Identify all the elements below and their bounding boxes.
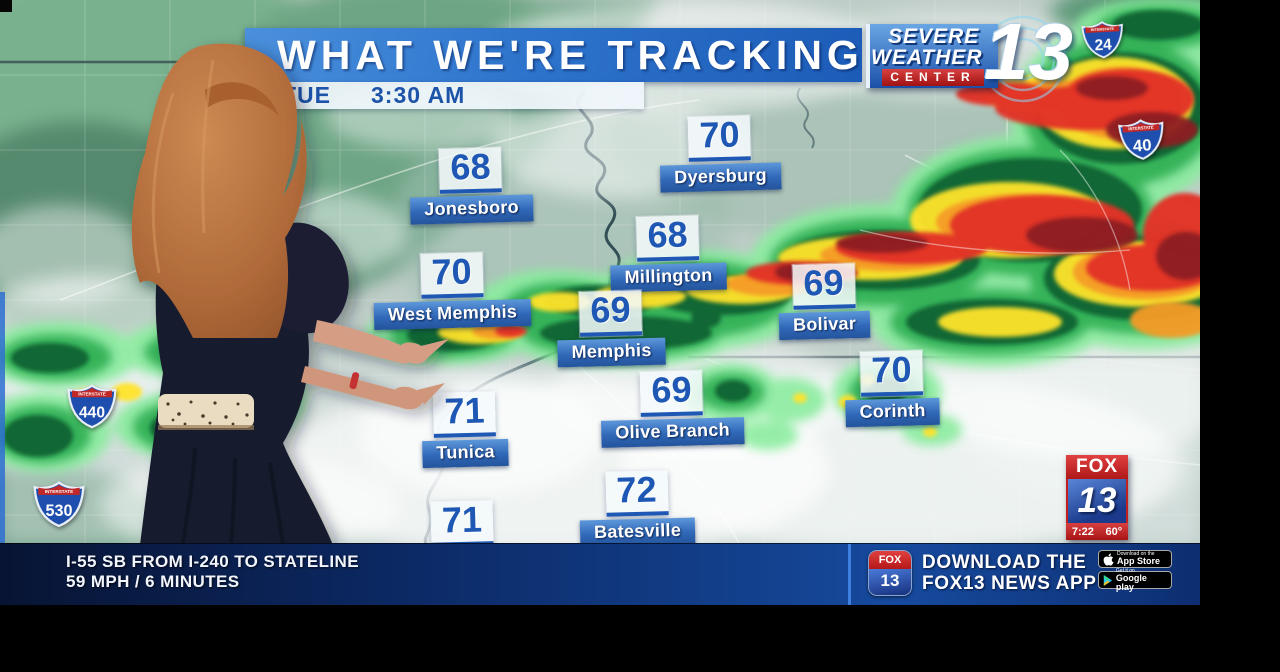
interstate-label: INTERSTATE [78,392,106,397]
badge-store: App Store [1117,556,1161,566]
station-temp: 70 [870,348,913,391]
app-icon-brand: FOX [869,551,911,569]
station-millington: 68 Millington [609,213,727,293]
station-temp: 69 [802,261,845,304]
badge-store: Google play [1115,572,1147,592]
ticker-divider [848,544,851,606]
station-name: Bolivar [778,310,871,341]
app-store-badge: Download on the App Store [1098,550,1172,568]
station-temp: 68 [646,213,689,256]
severe-weather-center-logo: SEVERE WEATHER CENTER 13 [858,7,1110,104]
badge-tagline: Download on the [1117,551,1155,557]
bug-time-temp: 7:22 60° [1066,523,1128,540]
header-banner: WHAT WE'RE TRACKING [245,28,862,82]
traffic-speed: 59 MPH / 6 MINUTES [66,572,240,591]
interstate-label: INTERSTATE [1091,27,1115,32]
interstate-number: 440 [79,405,105,422]
interstate-shield-440: INTERSTATE 440 [66,383,118,435]
play-icon [1103,574,1113,586]
badge-tagline: Get it on [1115,567,1135,574]
bug-clock: 7:22 [1071,525,1094,538]
station-temp: 70 [698,113,741,156]
weather-map: INTERSTATE 440 INTERSTATE 530 INTERSTATE… [0,0,1200,548]
station-name: Corinth [845,397,941,428]
station-temp: 69 [650,368,693,411]
station-olive-branch: 69 Olive Branch [600,368,745,448]
fox13-app-icon: FOX 13 [868,550,912,596]
logo-word-center: CENTER [882,69,984,86]
interstate-number: 530 [45,502,72,520]
station-temp-box: 69 [639,368,704,417]
station-name: Dyersburg [659,162,782,193]
corner-artifact [0,0,12,12]
letterbox-right [1200,0,1280,672]
station-batesville: 72 Batesville [579,468,696,548]
interstate-label: INTERSTATE [45,489,74,494]
lower-third-bar: I-55 SB FROM I-240 TO STATELINE 59 MPH /… [0,543,1200,606]
station-dyersburg: 70 Dyersburg [659,113,782,193]
frame-edge-highlight [0,292,5,544]
bug-number: 13 [1066,479,1128,523]
interstate-number: 24 [1094,37,1112,55]
station-name: Memphis [557,337,667,368]
interstate-shield-40: INTERSTATE 40 [1116,116,1167,167]
presenter [131,43,449,545]
traffic-info: I-55 SB FROM I-240 TO STATELINE 59 MPH /… [66,552,359,592]
traffic-route: I-55 SB FROM I-240 TO STATELINE [66,552,359,571]
station-bolivar: 69 Bolivar [777,261,871,341]
apple-icon [1103,552,1114,566]
letterbox-bottom [0,605,1200,672]
interstate-shield-530: INTERSTATE 530 [32,480,86,534]
google-play-badge: Get it on Google play [1098,567,1172,592]
station-temp: 69 [589,288,632,331]
station-temp-box: 69 [791,261,856,310]
station-name: Olive Branch [600,417,745,448]
station-temp: 72 [615,468,658,511]
fox13-bug: FOX 13 7:22 60° [1066,455,1128,540]
bug-brand: FOX [1066,455,1128,479]
station-temp-box: 69 [578,288,643,337]
station-temp-box: 70 [859,348,924,397]
bug-temp: 60° [1105,525,1123,538]
promo-text: DOWNLOAD THE FOX13 NEWS APP [922,552,1097,594]
promo-line-2: FOX13 NEWS APP [922,573,1097,594]
logo-number-13: 13 [984,7,1073,96]
interstate-label: INTERSTATE [1128,125,1154,132]
interstate-number: 40 [1132,135,1152,155]
logo-word-weather: WEATHER [871,46,983,69]
station-temp-box: 72 [604,468,669,517]
station-temp-box: 68 [636,213,700,262]
promo-line-1: DOWNLOAD THE [922,552,1087,573]
station-temp-box: 70 [688,113,752,162]
interstate-shield-24: INTERSTATE 24 [1080,19,1126,66]
logo-word-severe: SEVERE [888,25,980,48]
page-title: WHAT WE'RE TRACKING [277,31,864,78]
station-corinth: 70 Corinth [844,348,941,428]
station-memphis: 69 Memphis [556,288,667,368]
timestamp-time: 3:30 AM [371,82,466,108]
app-icon-number: 13 [869,569,911,595]
